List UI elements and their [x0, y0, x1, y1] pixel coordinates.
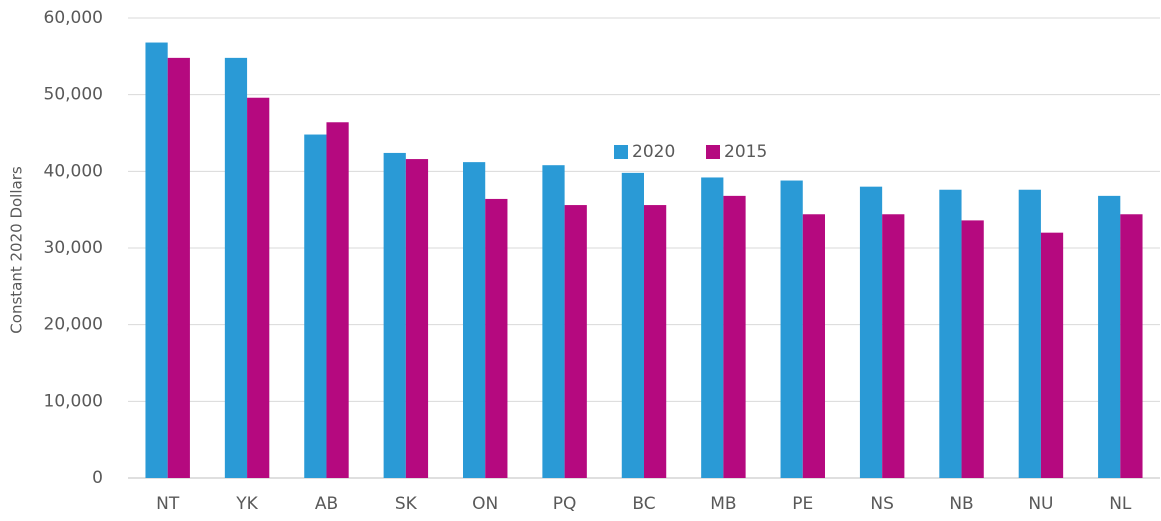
y-tick-label: 20,000: [44, 315, 103, 335]
bar: [463, 162, 486, 478]
y-tick-label: 60,000: [44, 8, 103, 28]
x-tick-label: ON: [472, 494, 498, 514]
bar: [644, 205, 667, 479]
bar: [247, 97, 270, 478]
y-axis-label: Constant 2020 Dollars: [8, 166, 26, 334]
legend-swatch: [706, 145, 720, 159]
bar: [859, 186, 883, 478]
x-tick-label: PE: [792, 494, 813, 514]
bar: [383, 152, 406, 478]
x-tick-label: SK: [395, 494, 418, 514]
bar: [145, 42, 168, 479]
y-tick-label: 30,000: [44, 238, 103, 258]
bar: [542, 165, 565, 478]
y-tick-label: 0: [92, 468, 103, 488]
bar: [304, 134, 327, 479]
bar: [1120, 214, 1143, 478]
bar: [1098, 195, 1121, 478]
bar: [167, 57, 190, 478]
bar: [723, 195, 746, 478]
bar: [224, 57, 248, 478]
bar: [961, 220, 984, 478]
x-tick-label: AB: [315, 494, 338, 514]
bar: [405, 159, 429, 479]
bar: [1040, 232, 1064, 478]
x-tick-label: NB: [949, 494, 973, 514]
bar: [802, 214, 825, 478]
x-tick-label: YK: [235, 494, 258, 514]
bar: [564, 205, 587, 479]
bar: [1018, 189, 1041, 478]
legend-label: 2020: [632, 142, 675, 162]
x-tick-label: NL: [1109, 494, 1132, 514]
x-tick-label: NU: [1028, 494, 1053, 514]
x-tick-label: NT: [156, 494, 180, 514]
bar: [939, 189, 962, 478]
y-tick-label: 40,000: [44, 161, 103, 181]
bar: [326, 122, 349, 479]
bar: [882, 214, 905, 478]
x-tick-label: PQ: [553, 494, 577, 514]
legend-swatch: [614, 145, 628, 159]
x-tick-label: MB: [710, 494, 736, 514]
legend-label: 2015: [724, 142, 767, 162]
bar: [701, 177, 724, 478]
y-tick-label: 10,000: [44, 391, 103, 411]
bar: [780, 180, 803, 479]
x-tick-label: BC: [632, 494, 655, 514]
y-tick-label: 50,000: [44, 85, 103, 105]
x-tick-label: NS: [870, 494, 894, 514]
bar: [485, 198, 508, 478]
bar: [621, 172, 644, 478]
